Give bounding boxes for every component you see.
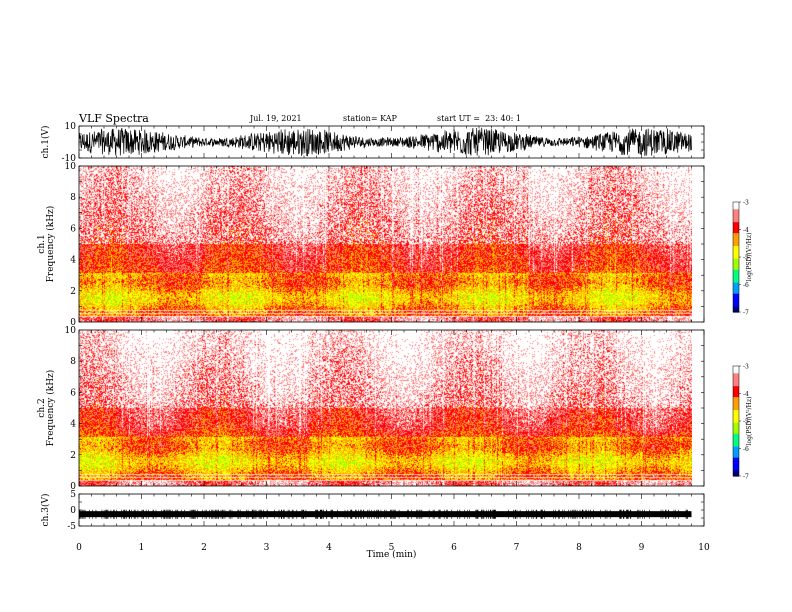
y-axis-label: Frequency (kHz): [45, 370, 56, 447]
ch1-spectrogram-yticks: [79, 165, 704, 323]
y-tick-label: 0: [70, 318, 76, 328]
ch1-waveform-trace: [78, 127, 692, 157]
colorbar-tick-label: -5: [743, 419, 749, 426]
y-tick-label: 6: [70, 224, 76, 234]
y-tick-label: 4: [70, 256, 76, 266]
x-tick-label: 8: [576, 543, 582, 553]
x-tick-label: 6: [451, 543, 457, 553]
y-tick-label: 2: [70, 287, 76, 297]
y-tick-label: 10: [65, 122, 77, 132]
y-tick-label: 5: [70, 490, 76, 500]
date-label: Jul. 19, 2021: [250, 114, 302, 123]
ch1-waveform-ticks: [78, 126, 705, 158]
x-tick-label: 7: [514, 543, 520, 553]
station-label: station= KAP: [343, 114, 397, 123]
y-tick-label: 10: [65, 326, 77, 336]
x-tick-label: 9: [639, 543, 645, 553]
x-tick-label: 4: [326, 543, 332, 553]
x-tick-label: 5: [389, 543, 395, 553]
y-axis-label: Frequency (kHz): [45, 206, 56, 283]
y-axis-label: ch.2: [37, 398, 47, 417]
colorbar-tick-label: -3: [743, 364, 749, 371]
y-axis-label: ch.1(V): [40, 126, 51, 159]
ch1-spectrogram-colorbar: [732, 201, 740, 313]
y-tick-label: -5: [67, 522, 76, 532]
colorbar-tick-label: -3: [743, 200, 749, 207]
ch2-spectrogram-yticks: [79, 329, 704, 487]
figure-title: VLF Spectra: [79, 112, 149, 125]
ch1-waveform-yticks: [79, 125, 704, 159]
colorbar-tick-label: -4: [743, 391, 749, 398]
y-tick-label: 8: [70, 357, 76, 367]
y-tick-label: 8: [70, 193, 76, 203]
y-tick-label: 2: [70, 451, 76, 461]
y-axis-label: ch.3(V): [40, 494, 51, 527]
x-tick-label: 2: [201, 543, 207, 553]
ch2-spectrogram-colorbar: [732, 365, 740, 477]
x-tick-label: 10: [698, 543, 710, 553]
x-axis-label: Time (min): [367, 549, 417, 560]
ch1-spectrogram-ticks: [78, 166, 705, 322]
ch2-spectrogram-ticks: [78, 330, 705, 486]
start-time-label: start UT = 23: 40: 1: [437, 114, 522, 123]
y-tick-label: 0: [70, 482, 76, 492]
colorbar-tick-label: -5: [743, 255, 749, 262]
ch2-spectrogram-image: [79, 330, 692, 486]
x-tick-label: 0: [76, 543, 82, 553]
colorbar-tick-label: -7: [743, 310, 749, 317]
y-tick-label: 10: [65, 162, 77, 172]
y-tick-label: -10: [62, 154, 77, 164]
ch3-waveform-yticks: [79, 493, 704, 527]
colorbar-tick-label: -6: [743, 446, 749, 453]
ch3-waveform-ticks: [78, 494, 705, 526]
ch1-spectrogram-image: [79, 166, 692, 322]
y-tick-label: 4: [70, 420, 76, 430]
y-tick-label: 0: [70, 506, 76, 516]
ch3-waveform-trace: [79, 509, 692, 519]
y-axis-label: ch.1: [37, 234, 47, 253]
colorbar-tick-label: -4: [743, 227, 749, 234]
x-tick-label: 1: [139, 543, 145, 553]
x-tick-label: 3: [264, 543, 270, 553]
colorbar-tick-label: -6: [743, 282, 749, 289]
colorbar-label: log(PSD)(V²/Hz): [746, 397, 753, 446]
colorbar-tick-label: -7: [743, 474, 749, 481]
y-tick-label: 6: [70, 388, 76, 398]
colorbar-label: log(PSD)(V²/Hz): [746, 233, 753, 282]
